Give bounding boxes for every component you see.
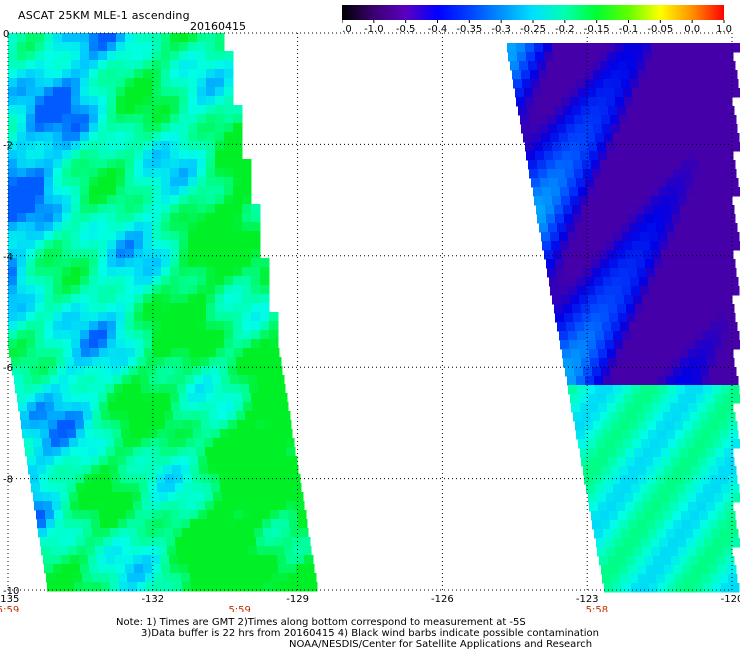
colorbar-gradient <box>342 5 724 20</box>
lat-label: -8 <box>3 475 13 486</box>
chart-title: ASCAT 25KM MLE-1 ascending <box>18 9 190 22</box>
lon-label: -132 <box>141 594 164 605</box>
lon-label: -120 <box>721 594 740 605</box>
lon-label: -123 <box>576 594 599 605</box>
colorbar-label: 1.0 <box>716 24 732 33</box>
colorbar-label: -0.4 <box>428 24 448 33</box>
lat-label: 0 <box>3 29 9 40</box>
colorbar-label: -1.0 <box>364 24 384 33</box>
lon-label: -126 <box>431 594 454 605</box>
colorbar-label: -0.1 <box>619 24 639 33</box>
colorbar: -3.0-1.0-0.5-0.4-0.35-0.3-0.25-0.2-0.15-… <box>342 5 732 33</box>
lon-label: -129 <box>286 594 309 605</box>
colorbar-label: -0.05 <box>647 24 673 33</box>
chart-date: 20160415 <box>190 20 246 33</box>
swath-field <box>8 33 740 593</box>
colorbar-label: -0.2 <box>555 24 575 33</box>
swath-map: -135 -132 -129 -126 -123 -120 0 -2 -4 -6 -8 -10 5:59… <box>0 29 740 612</box>
colorbar-label: -3.0 <box>342 24 352 33</box>
colorbar-label: -0.3 <box>491 24 511 33</box>
colorbar-label: -0.35 <box>456 24 482 33</box>
time-label: 5:58 <box>586 605 608 612</box>
lon-label: -135 <box>0 594 19 605</box>
note-line-1: Note: 1) Times are GMT 2)Times along bot… <box>116 617 526 628</box>
lat-label: -4 <box>3 252 13 263</box>
lat-label: -10 <box>3 586 19 597</box>
note-line-2: 3)Data buffer is 22 hrs from 20160415 4)… <box>141 628 599 639</box>
note-line-3: NOAA/NESDIS/Center for Satellite Applica… <box>289 639 593 650</box>
colorbar-label: -0.5 <box>396 24 416 33</box>
colorbar-label: -0.15 <box>584 24 610 33</box>
colorbar-label: -0.25 <box>520 24 546 33</box>
time-label: 5:59 <box>228 605 250 612</box>
lat-label: -6 <box>3 363 13 374</box>
lat-label: -2 <box>3 140 13 151</box>
colorbar-label: 0.0 <box>684 24 700 33</box>
time-label: 5:59 <box>0 605 19 612</box>
grid-lines <box>7 32 733 591</box>
